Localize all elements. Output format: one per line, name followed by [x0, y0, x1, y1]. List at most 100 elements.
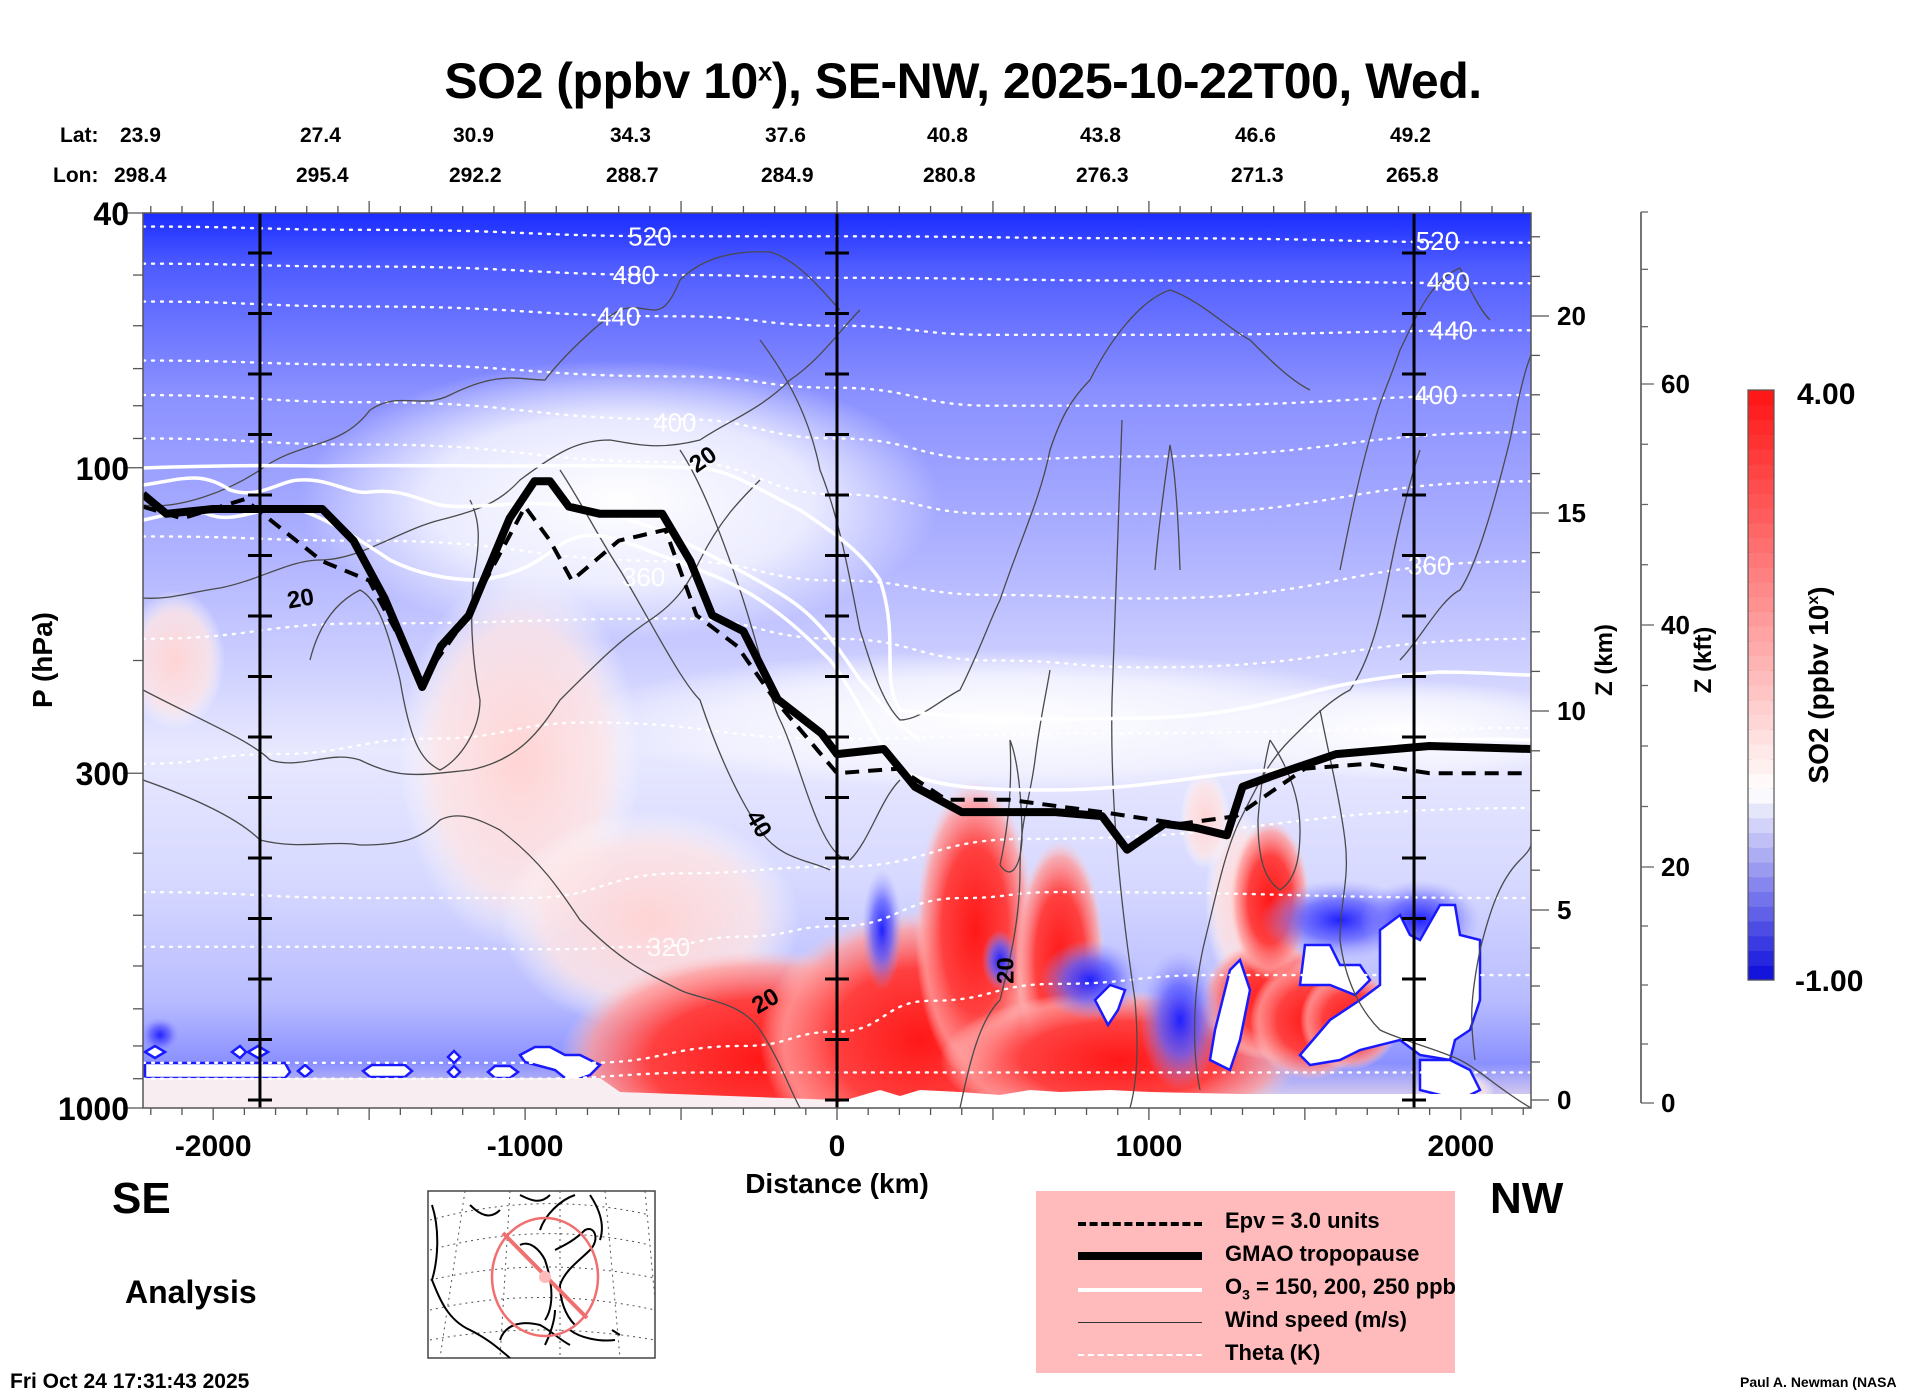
z-km-tick-label: 5: [1557, 895, 1571, 925]
analysis-label: Analysis: [125, 1274, 257, 1310]
lat-value: 30.9: [453, 124, 494, 147]
so2-low-region: [300, 360, 940, 640]
colorbar-level: [1748, 493, 1774, 509]
colorbar-level: [1748, 522, 1774, 539]
theta-contour-380: [143, 393, 1531, 461]
lon-value: 280.8: [923, 164, 976, 187]
ozone-contour-150: [143, 463, 1531, 721]
colorbar-level: [1748, 906, 1774, 922]
theta-label: 400: [1414, 380, 1457, 410]
lon-value: 295.4: [296, 164, 349, 187]
legend-swatch-thin: [1078, 1322, 1202, 1323]
legend-swatch-dashed: [1078, 1222, 1202, 1226]
wind-contour: [1471, 844, 1531, 1061]
legend-label: Epv = 3.0 units: [1225, 1208, 1380, 1233]
theta-label: 440: [1430, 315, 1473, 345]
z-km-tick-label: 20: [1557, 301, 1586, 331]
wind-speed-label: 20: [992, 957, 1019, 984]
theta-label: 320: [647, 932, 690, 962]
white-patch: [446, 1049, 462, 1065]
theta-contour-360: [143, 535, 1531, 600]
z-kft-tick-label: 20: [1661, 852, 1690, 882]
colorbar-label: SO2 (ppbv 10x): [1803, 586, 1834, 783]
colorbar-level: [1748, 478, 1774, 494]
x-axis-ticks: -2000 -1000 0 1000 2000: [150, 201, 1524, 1163]
theta-contour-330: [143, 806, 1531, 900]
lat-value: 23.9: [120, 124, 161, 147]
white-patch: [1093, 983, 1127, 1028]
longitude-line: [499, 1191, 511, 1358]
author-credit: Paul A. Newman (NASA: [1740, 1374, 1897, 1390]
y-axis-label: P (hPa): [27, 612, 58, 708]
colorbar-level: [1748, 729, 1774, 745]
x-tick-label: 2000: [1427, 1130, 1494, 1163]
white-patch: [1298, 903, 1482, 1067]
colorbar-level: [1748, 935, 1774, 952]
x-tick-label: -1000: [487, 1130, 564, 1163]
inset-locator-map: [427, 1190, 656, 1359]
colorbar-label-main: SO2 (ppbv 10: [1803, 605, 1834, 784]
longitude-line: [439, 1191, 466, 1358]
colorbar-level: [1748, 611, 1774, 627]
title-superscript: x: [757, 56, 772, 87]
colorbar-level: [1748, 862, 1774, 878]
colorbar-label-sup: x: [1805, 596, 1822, 605]
colorbar-level: [1748, 419, 1774, 435]
colorbar-level: [1748, 449, 1774, 465]
y-axis-ticks: 40 100 300 1000: [58, 196, 143, 1127]
epv-3pvu-line: [143, 497, 1531, 826]
ozone-contour-200: [143, 476, 921, 742]
z-km-tick-label: 15: [1557, 498, 1586, 528]
y-tick-label: 40: [93, 196, 129, 232]
wind-contour-40: [559, 469, 831, 871]
theta-label: 400: [653, 408, 696, 438]
wind-speed-contours: [143, 251, 1531, 1108]
z-km-tick-label: 0: [1557, 1085, 1571, 1115]
white-patch: [143, 1044, 168, 1060]
colorbar-level: [1748, 965, 1774, 981]
white-patch: [245, 1044, 271, 1060]
legend-item-theta: Theta (K): [1036, 1340, 1455, 1370]
wind-contour: [1193, 449, 1421, 1091]
colorbar: 4.00 -1.00: [1747, 378, 1863, 998]
white-patch: [1208, 957, 1252, 1072]
y-tick-label: 1000: [58, 1091, 129, 1127]
legend: Epv = 3.0 units GMAO tropopause O3 = 150…: [1036, 1191, 1456, 1373]
theta-contour-340: [143, 721, 1531, 766]
white-patch: [1298, 943, 1372, 997]
colorbar-level: [1748, 655, 1774, 671]
colorbar-level: [1748, 758, 1774, 775]
white-patch: [143, 1061, 292, 1080]
theta-label: 480: [1427, 267, 1470, 297]
so2-low-pocket: [1140, 950, 1220, 1090]
longitude-line: [644, 1191, 655, 1301]
z-kft-tick-label: 60: [1661, 369, 1690, 399]
lon-value: 288.7: [606, 164, 659, 187]
colorbar-level: [1748, 434, 1774, 450]
so2-high-plume: [915, 780, 1035, 1080]
white-patch: [836, 1090, 1531, 1108]
white-patch: [296, 1063, 314, 1079]
section-range-circle: [490, 1216, 600, 1338]
inset-graticule: [429, 1191, 655, 1358]
white-patch: [518, 1045, 603, 1084]
legend-item-wind: Wind speed (m/s): [1036, 1307, 1455, 1337]
colorbar-level: [1748, 537, 1774, 553]
lat-label: Lat:: [60, 124, 99, 147]
theta-label: 520: [1416, 226, 1459, 256]
lat-value: 43.8: [1080, 124, 1121, 147]
x-tick-label: 1000: [1116, 1130, 1183, 1163]
colorbar-level: [1748, 876, 1774, 893]
colorbar-level: [1748, 404, 1774, 421]
z-km-axis: 0 5 10 15 20: [1531, 236, 1586, 1115]
theta-contour-350: [143, 617, 1531, 669]
y-tick-label: 100: [76, 451, 129, 487]
theta-contour-310: [143, 973, 1531, 1065]
colorbar-level: [1748, 390, 1774, 406]
wind-contour-20: [143, 251, 841, 507]
white-patch: [1418, 1058, 1482, 1102]
colorbar-level: [1748, 744, 1774, 760]
colorbar-level: [1748, 670, 1774, 686]
